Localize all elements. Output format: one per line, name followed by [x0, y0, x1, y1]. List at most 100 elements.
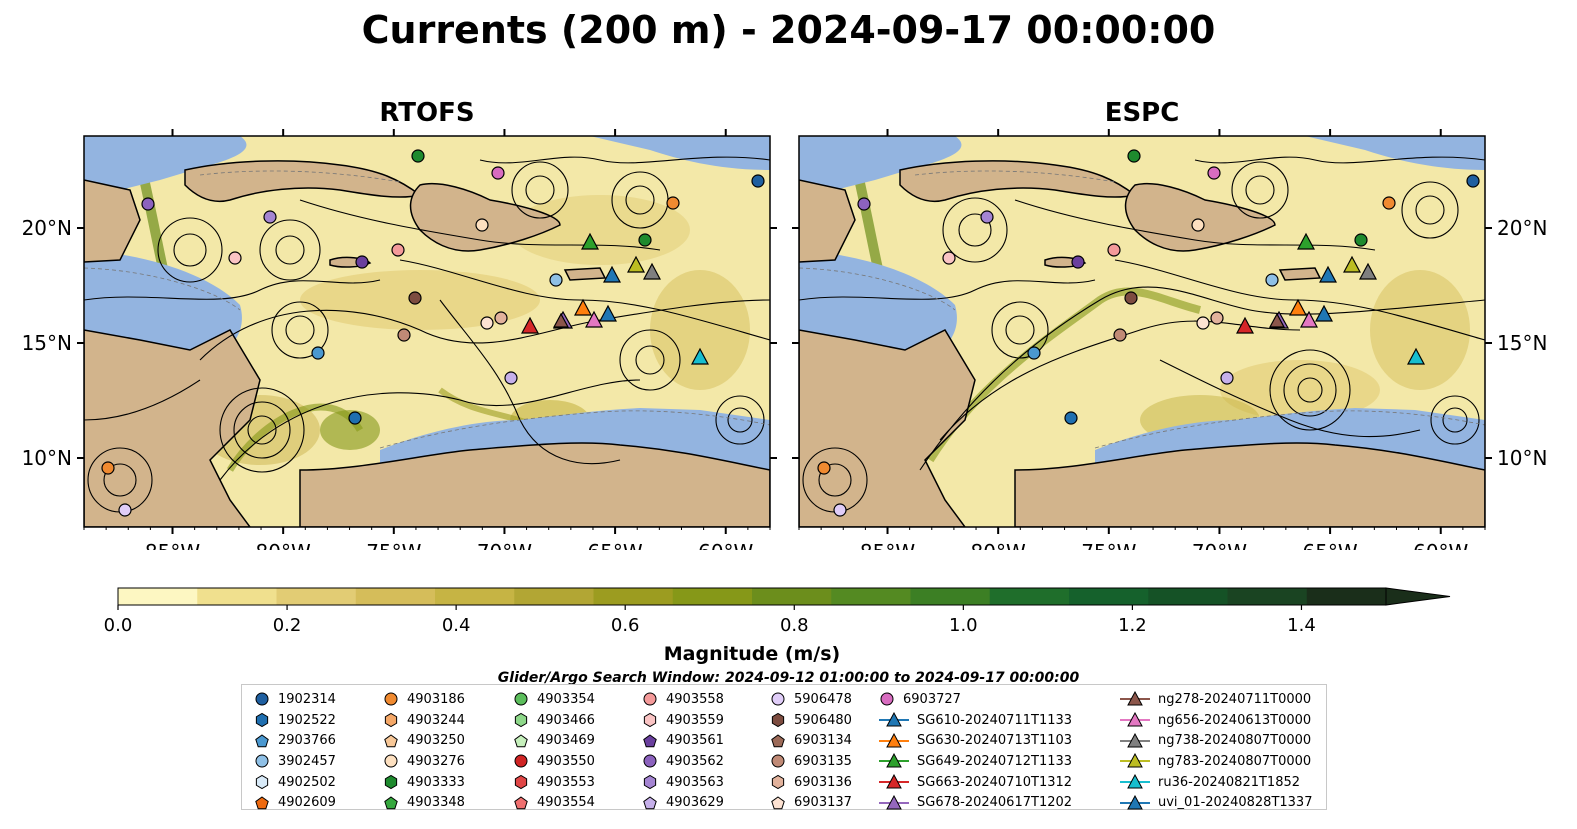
legend-marker-triangle — [1120, 691, 1150, 706]
legend-item-label: 4903554 — [537, 795, 595, 811]
legend-column: 4903186 4903244 4903250 4903276 4903333 49033… — [383, 689, 465, 813]
colorbar-bin — [672, 588, 753, 605]
legend-marker-circle — [384, 692, 398, 706]
legend-item: SG649-20240712T1133 — [879, 751, 1072, 772]
legend-item-label: 4903469 — [537, 733, 595, 749]
colorbar-bin — [435, 588, 515, 605]
legend-item: 4903550 — [513, 751, 595, 772]
legend-marker-pentagon — [643, 796, 657, 810]
legend-item: ng656-20240613T0000 — [1120, 710, 1312, 731]
legend-column: 4903354 4903466 4903469 4903550 4903553 49035… — [513, 689, 595, 813]
map-panel-espc: 85°W 80°W 75°W 70°W 65°W 60°W 10°N 15°N 20°N — [792, 129, 1547, 550]
legend-item: 1902522 — [254, 710, 336, 731]
legend-item-label: 6903134 — [794, 733, 852, 749]
colorbar-bin — [514, 588, 594, 605]
legend-item: 4903629 — [642, 792, 724, 813]
legend-marker-triangle — [879, 753, 909, 768]
colorbar-bin — [910, 588, 991, 605]
x-tick-label: 60°W — [1413, 540, 1468, 550]
current-magnitude-bands — [845, 138, 1470, 463]
legend-item-label: 1902314 — [278, 691, 336, 707]
legend-item-label: 4903354 — [537, 691, 595, 707]
legend-item-label: ru36-20240821T1852 — [1158, 774, 1301, 790]
y-tick-label: 10°N — [1497, 446, 1547, 470]
legend-marker-triangle — [879, 794, 909, 810]
colorbar-bins — [118, 588, 1387, 605]
legend-column: 6903727 SG610-20240711T1133 SG630-20240713… — [879, 689, 1072, 813]
legend-item-label: 4903186 — [407, 691, 465, 707]
legend-marker-circle — [514, 754, 528, 768]
legend-item-label: 4903333 — [407, 774, 465, 790]
legend-item-label: 4903559 — [666, 712, 724, 728]
legend-marker-circle — [643, 692, 657, 706]
legend-marker-triangle — [1120, 774, 1150, 789]
legend-marker-hexagon — [643, 712, 657, 728]
legend-item-label: 4903558 — [666, 691, 724, 707]
legend-marker-triangle — [879, 712, 909, 727]
colorbar: 0.0 0.2 0.4 0.6 0.8 1.0 1.2 1.4 Magnitude (m/s) — [104, 587, 1451, 665]
y-tick-label: 20°N — [22, 216, 72, 240]
legend-item: 4903469 — [513, 730, 595, 751]
legend-item-label: 1902522 — [278, 712, 336, 728]
legend-marker-hexagon — [771, 775, 785, 790]
land — [799, 160, 1485, 527]
legend-marker-hexagon — [771, 712, 785, 728]
legend-marker-hexagon — [514, 712, 528, 728]
legend-marker-triangle — [1120, 753, 1150, 768]
legend-item: 1902314 — [254, 689, 336, 710]
legend-item: 6903727 — [879, 689, 1072, 710]
colorbar-bin — [1306, 588, 1387, 605]
legend-item-label: ng656-20240613T0000 — [1158, 712, 1312, 728]
colorbar-extend-arrow — [1385, 587, 1451, 606]
legend-marker-circle — [255, 692, 269, 706]
colorbar-bin — [1069, 588, 1149, 605]
legend-item-label: 4902609 — [278, 795, 336, 811]
argo-glider-markers — [817, 149, 1480, 517]
legend-item: ru36-20240821T1852 — [1120, 772, 1312, 793]
map-frame — [798, 135, 1486, 528]
legend-item-label: 4903561 — [666, 733, 724, 749]
y-tick-label: 10°N — [22, 446, 72, 470]
legend-marker-pentagon — [384, 734, 398, 747]
colorbar-tick-label: 0.2 — [273, 615, 302, 636]
legend-item-label: 4903244 — [407, 712, 465, 728]
legend-item-label: 2903766 — [278, 733, 336, 749]
legend-item: 6903135 — [770, 751, 852, 772]
legend-item-label: 4903550 — [537, 753, 595, 769]
colorbar-bin — [1148, 588, 1228, 605]
x-tick-label: 65°W — [1302, 540, 1357, 550]
legend: 1902314 1902522 2903766 3902457 4902502 49026… — [241, 684, 1327, 810]
legend-marker-circle — [384, 754, 398, 768]
colorbar-bin — [118, 588, 198, 605]
legend-item: 6903134 — [770, 730, 852, 751]
legend-item: 5906478 — [770, 689, 852, 710]
legend-marker-pentagon — [643, 734, 657, 747]
legend-marker-hexagon — [384, 712, 398, 728]
x-tick-label: 70°W — [1192, 540, 1247, 550]
legend-item-label: 5906480 — [794, 712, 852, 728]
legend-item: 4903250 — [383, 730, 465, 751]
x-tick-label: 85°W — [145, 540, 200, 550]
legend-item-label: 6903136 — [794, 774, 852, 790]
colorbar-tick-label: 0.0 — [104, 615, 133, 636]
colorbar-bin — [197, 588, 277, 605]
depth-contours — [84, 170, 770, 449]
legend-item-label: 5906478 — [794, 691, 852, 707]
x-tick-label: 75°W — [1081, 540, 1136, 550]
legend-item: 4902502 — [254, 772, 336, 793]
legend-item-label: 4903466 — [537, 712, 595, 728]
legend-item-label: 4903563 — [666, 774, 724, 790]
legend-item-label: 6903137 — [794, 795, 852, 811]
legend-marker-pentagon — [255, 734, 269, 747]
colorbar-bin — [1227, 588, 1308, 605]
legend-marker-pentagon — [384, 796, 398, 810]
depth-contours — [799, 170, 1485, 449]
legend-item-label: 4902502 — [278, 774, 336, 790]
legend-item: 5906480 — [770, 710, 852, 731]
legend-marker-hexagon — [384, 775, 398, 790]
x-tick-label: 80°W — [256, 540, 311, 550]
x-tick-label: 85°W — [860, 540, 915, 550]
legend-marker-hexagon — [514, 775, 528, 790]
legend-item: ng278-20240711T0000 — [1120, 689, 1312, 710]
legend-item: 4903554 — [513, 792, 595, 813]
